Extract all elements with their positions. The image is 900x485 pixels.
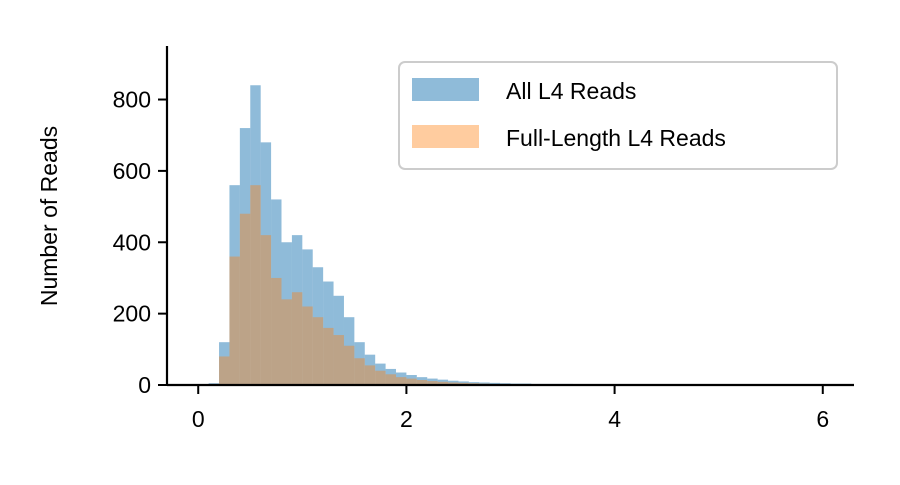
- legend: All L4 Reads Full-Length L4 Reads: [399, 62, 837, 169]
- histogram-bar: [344, 346, 354, 385]
- x-tick-label: 6: [816, 406, 829, 432]
- legend-swatch-full-length-l4-reads: [412, 125, 479, 148]
- y-tick-label: 200: [113, 301, 151, 327]
- histogram-bar: [334, 335, 344, 385]
- y-axis-label: Number of Reads: [36, 126, 62, 306]
- histogram-bar: [261, 235, 271, 385]
- y-axis-ticks: 0 200 400 600 800: [113, 87, 167, 398]
- y-tick-label: 600: [113, 158, 151, 184]
- y-tick-label: 400: [113, 229, 151, 255]
- histogram-bar: [292, 292, 302, 385]
- histogram-bar: [354, 358, 364, 385]
- histogram-bar: [386, 374, 396, 385]
- histogram-bar: [240, 214, 250, 385]
- legend-label-full-length-l4-reads: Full-Length L4 Reads: [506, 125, 726, 151]
- x-axis-ticks: 0 2 4 6: [192, 385, 829, 432]
- legend-label-all-l4-reads: All L4 Reads: [506, 78, 636, 104]
- histogram-bar: [365, 365, 375, 385]
- legend-swatch-all-l4-reads: [412, 78, 479, 101]
- histogram-bar: [282, 299, 292, 385]
- histogram-bar: [219, 356, 229, 385]
- histogram-bar: [229, 257, 239, 385]
- histogram-bar: [271, 278, 281, 385]
- y-tick-label: 0: [138, 372, 151, 398]
- histogram-bar: [323, 328, 333, 385]
- histogram-bar: [396, 377, 406, 385]
- histogram-bar: [302, 306, 312, 385]
- histogram-bar: [375, 371, 385, 385]
- x-tick-label: 2: [400, 406, 413, 432]
- y-tick-label: 800: [113, 87, 151, 113]
- x-tick-label: 4: [608, 406, 621, 432]
- histogram-bar: [313, 317, 323, 385]
- x-tick-label: 0: [192, 406, 205, 432]
- histogram-bar: [250, 185, 260, 385]
